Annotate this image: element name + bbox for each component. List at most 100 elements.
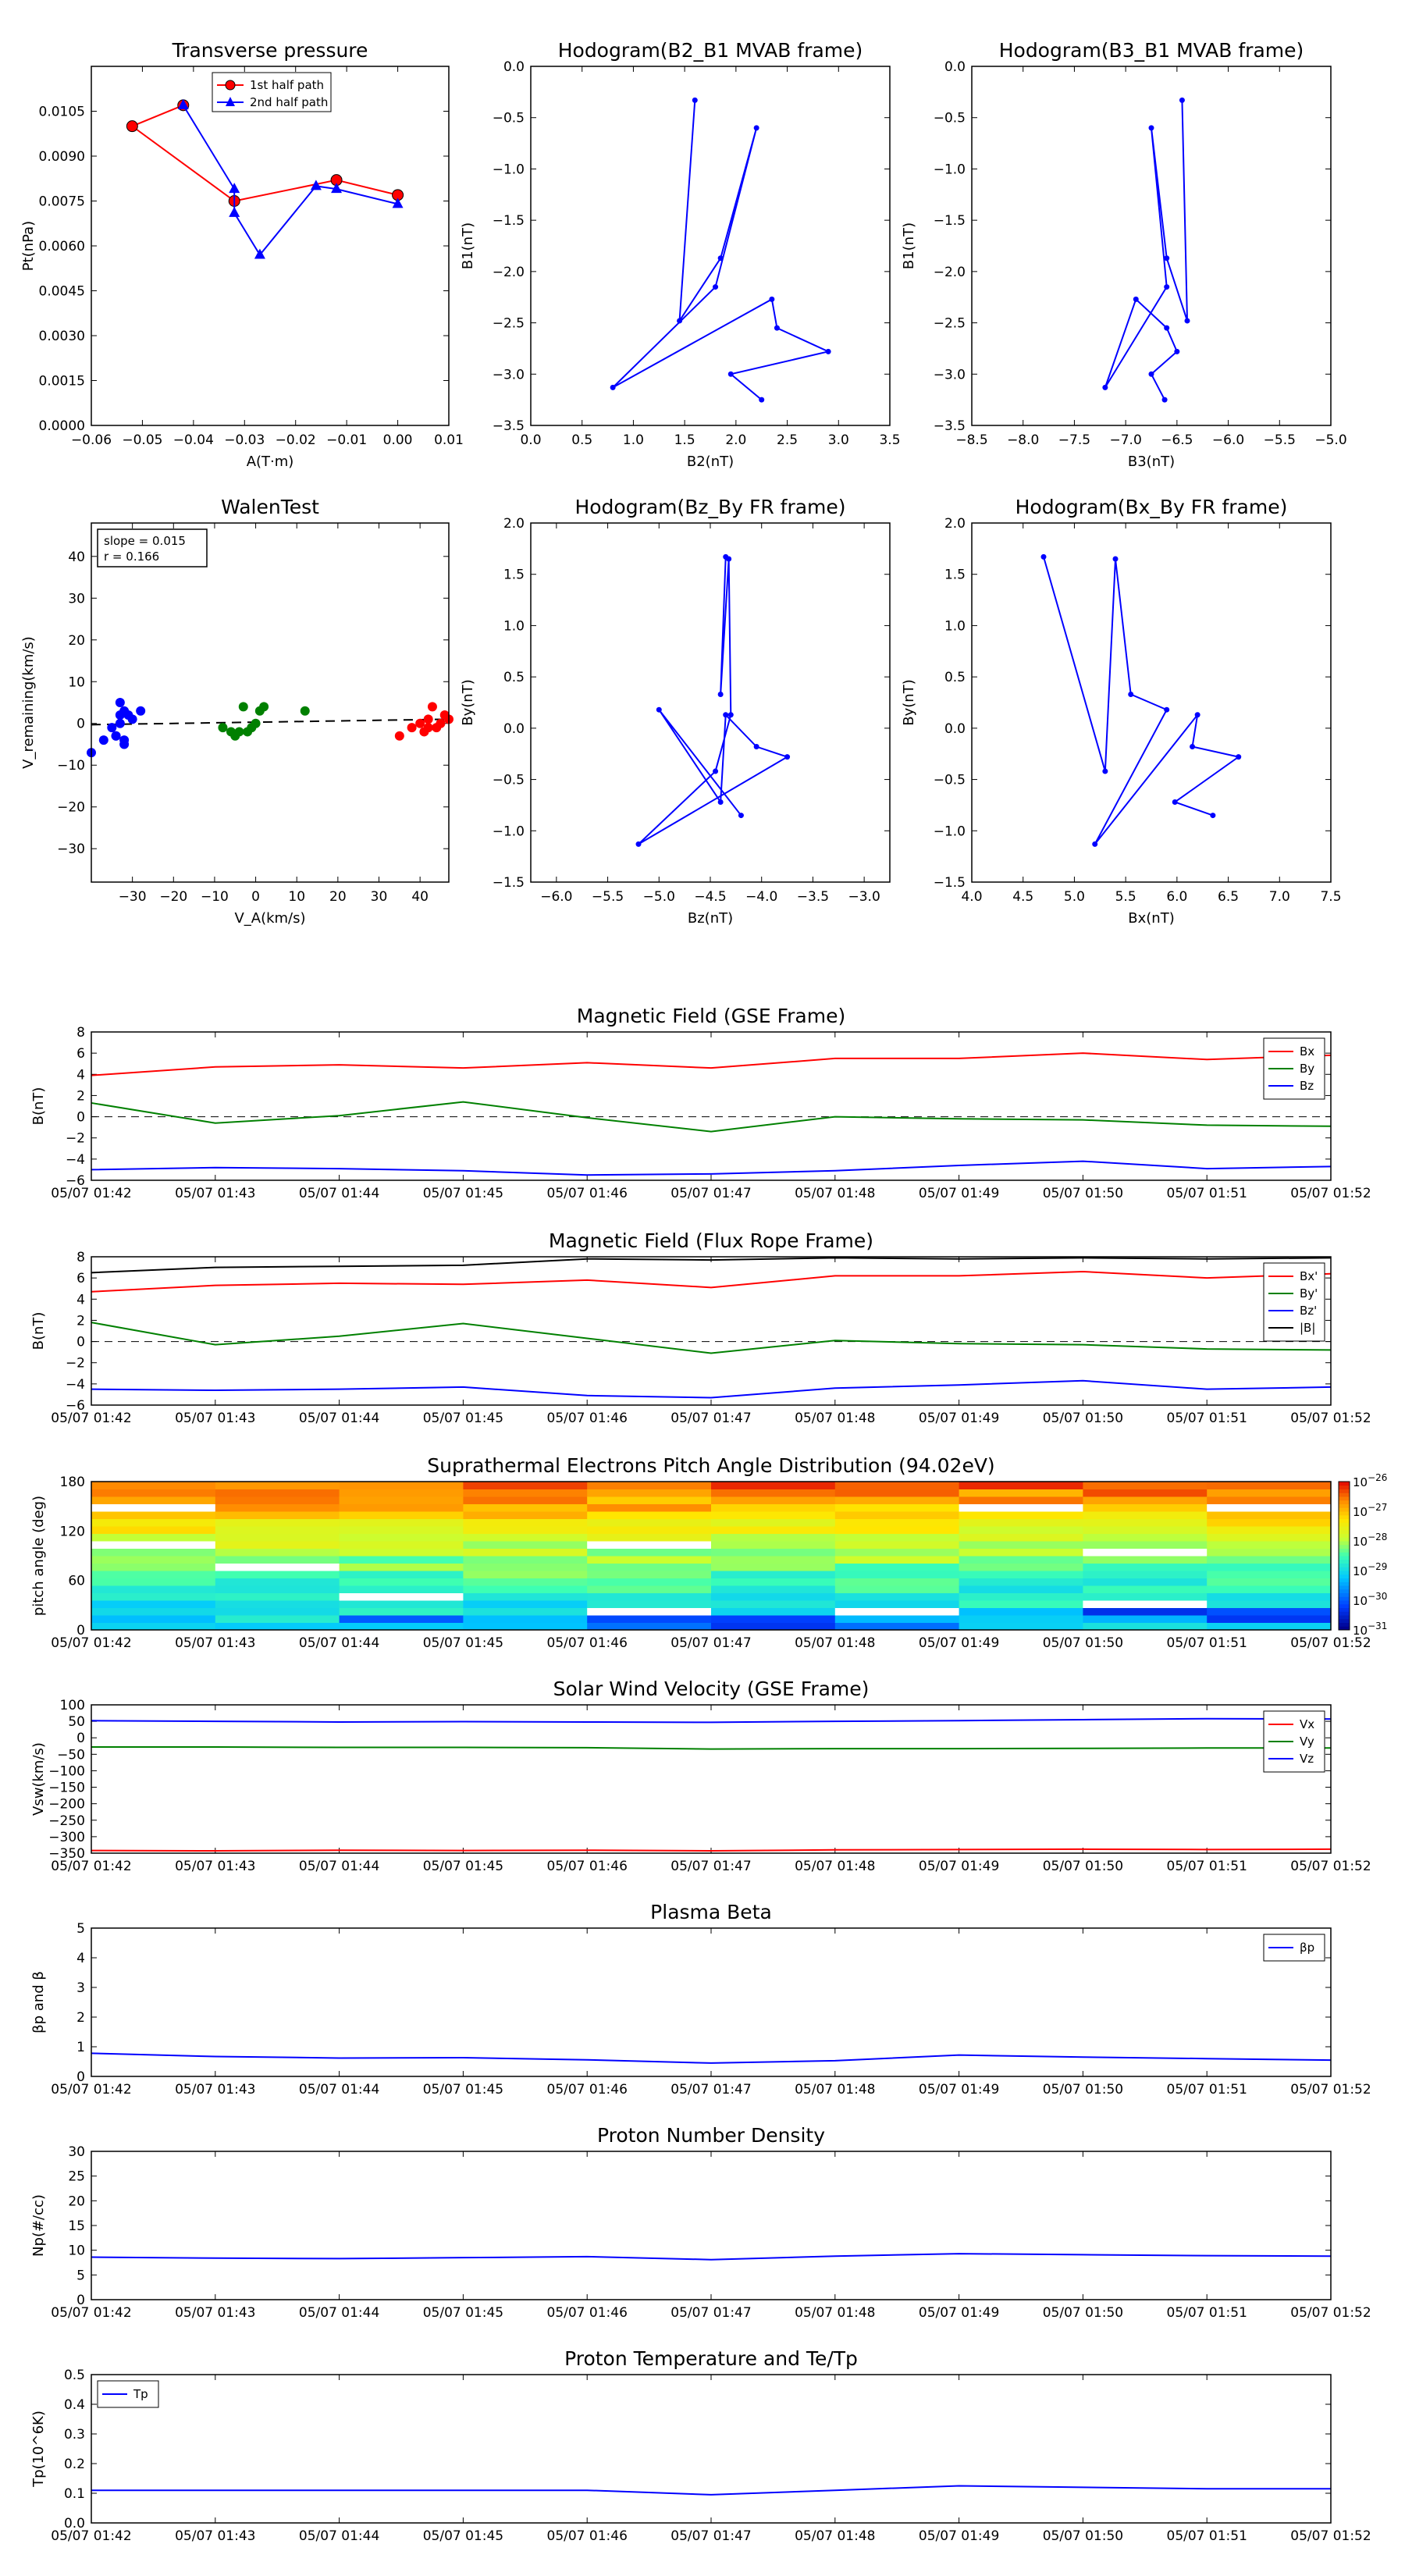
series-line [91, 1052, 1332, 1076]
data-point [98, 735, 108, 745]
plot-frame [91, 1927, 1332, 2077]
x-tick-label: 05/07 01:47 [670, 1635, 751, 1651]
heatmap-cell [463, 1541, 588, 1549]
heatmap-cell [91, 1615, 216, 1623]
heatmap-cell [339, 1563, 464, 1571]
heatmap-cell [711, 1541, 836, 1549]
heatmap-cell [215, 1548, 340, 1557]
y-tick-label: 180 [60, 1475, 85, 1490]
x-tick-label: 40 [411, 889, 429, 905]
heatmap-cell [215, 1585, 340, 1593]
heatmap-cell [339, 1622, 464, 1631]
y-tick-label: 30 [68, 591, 85, 607]
heatmap-cell [215, 1518, 340, 1527]
data-point [1164, 325, 1170, 331]
data-point [610, 384, 616, 390]
heatmap-cell [1207, 1489, 1332, 1497]
heatmap-cell [91, 1556, 216, 1564]
heatmap-cell [1083, 1526, 1208, 1534]
heatmap-cell [959, 1503, 1083, 1512]
heatmap-cell [1083, 1518, 1208, 1527]
chart-title: Hodogram(B2_B1 MVAB frame) [558, 39, 863, 62]
x-axis-label: A(T·m) [247, 454, 294, 470]
y-tick-label: −2.0 [934, 265, 966, 280]
chart-transverse-pressure: −0.06 −0.05 −0.04 −0.03 −0.02 −0.01 0.00 0.01 0.… [20, 39, 464, 470]
x-tick-label: −30 [119, 889, 147, 905]
colorbar-segment [1339, 1615, 1350, 1620]
colorbar-segment [1339, 1511, 1350, 1516]
series-line [130, 104, 398, 202]
heatmap-cell [1083, 1556, 1208, 1564]
y-tick-label: 3 [76, 1980, 85, 1996]
y-tick-label: 10 [68, 2243, 85, 2259]
x-tick-label: 05/07 01:43 [175, 1186, 255, 1201]
colorbar-segment [1339, 1582, 1350, 1586]
x-tick-label: 05/07 01:47 [670, 2082, 751, 2097]
heatmap-cell [1083, 1607, 1208, 1616]
heatmap-cell [91, 1622, 216, 1631]
heatmap-cell [711, 1578, 836, 1586]
y-axis-label: B1(nT) [901, 222, 917, 269]
heatmap-cell [959, 1600, 1083, 1608]
chart-title: Suprathermal Electrons Pitch Angle Distr… [427, 1454, 994, 1477]
heatmap-cell [463, 1533, 588, 1542]
x-tick-label: 05/07 01:51 [1167, 1411, 1247, 1426]
x-tick-label: 5.5 [1115, 889, 1136, 905]
data-point [423, 714, 433, 724]
x-tick-label: −0.06 [71, 432, 112, 448]
x-tick-label: −4.0 [745, 889, 777, 905]
heatmap-cell [215, 1556, 340, 1564]
heatmap-cell [1207, 1503, 1332, 1512]
colorbar-segment [1339, 1567, 1350, 1571]
plot-frame [971, 522, 1332, 883]
heatmap-cell [215, 1578, 340, 1586]
heatmap-cell [834, 1503, 960, 1512]
colorbar-segment [1339, 1618, 1350, 1623]
y-tick-label: 0.0015 [39, 374, 85, 390]
data-point [1040, 553, 1047, 560]
heatmap-cell [711, 1622, 836, 1631]
legend-label: βp [1300, 1941, 1314, 1955]
y-tick-label: 0.0105 [39, 105, 85, 120]
plot-frame [91, 1256, 1332, 1406]
data-point [825, 348, 831, 354]
y-tick-label: 50 [68, 1714, 85, 1730]
data-point [692, 97, 698, 103]
x-tick-label: 05/07 01:45 [423, 1859, 503, 1874]
data-point [107, 723, 117, 733]
data-point [1164, 706, 1170, 713]
heatmap-cell [1083, 1482, 1208, 1489]
y-axis-label: B1(nT) [460, 222, 476, 269]
legend-label: Vz [1300, 1752, 1314, 1766]
heatmap-cell [215, 1496, 340, 1504]
legend-label: Bx [1300, 1044, 1314, 1059]
x-tick-label: 05/07 01:44 [299, 2528, 379, 2544]
chart-title: WalenTest [221, 496, 319, 518]
x-tick-label: 05/07 01:44 [299, 1859, 379, 1874]
x-axis-label: Bz(nT) [688, 910, 733, 927]
y-tick-label: 40 [68, 550, 85, 565]
heatmap-cell [1083, 1503, 1208, 1512]
heatmap-cell [91, 1578, 216, 1586]
x-tick-label: 05/07 01:48 [795, 2528, 875, 2544]
x-tick-label: 05/07 01:47 [670, 2528, 751, 2544]
heatmap-cell [339, 1489, 464, 1497]
legend-label: |B| [1300, 1321, 1315, 1335]
data-point [723, 712, 729, 718]
heatmap-cell [959, 1541, 1083, 1549]
x-tick-label: 3.0 [828, 432, 849, 448]
chart-title: Plasma Beta [650, 1901, 772, 1923]
chart-plasma-beta: 05/07 01:42 05/07 01:43 05/07 01:44 05/07 0… [30, 1901, 1371, 2097]
y-tick-label: −6 [66, 1173, 85, 1189]
heatmap-cell [339, 1571, 464, 1578]
series-line [182, 105, 398, 257]
y-tick-label: 2.0 [944, 516, 966, 532]
chart-proton-number-density: 05/07 01:42 05/07 01:43 05/07 01:44 05/07 0… [30, 2124, 1371, 2321]
heatmap-cell [959, 1526, 1083, 1534]
data-point [1194, 712, 1200, 718]
data-point [234, 727, 244, 737]
y-tick-label: 0.0 [944, 721, 966, 737]
heatmap-cell [1083, 1489, 1208, 1497]
y-tick-label: 2 [76, 2010, 85, 2026]
heatmap-cell [711, 1511, 836, 1519]
